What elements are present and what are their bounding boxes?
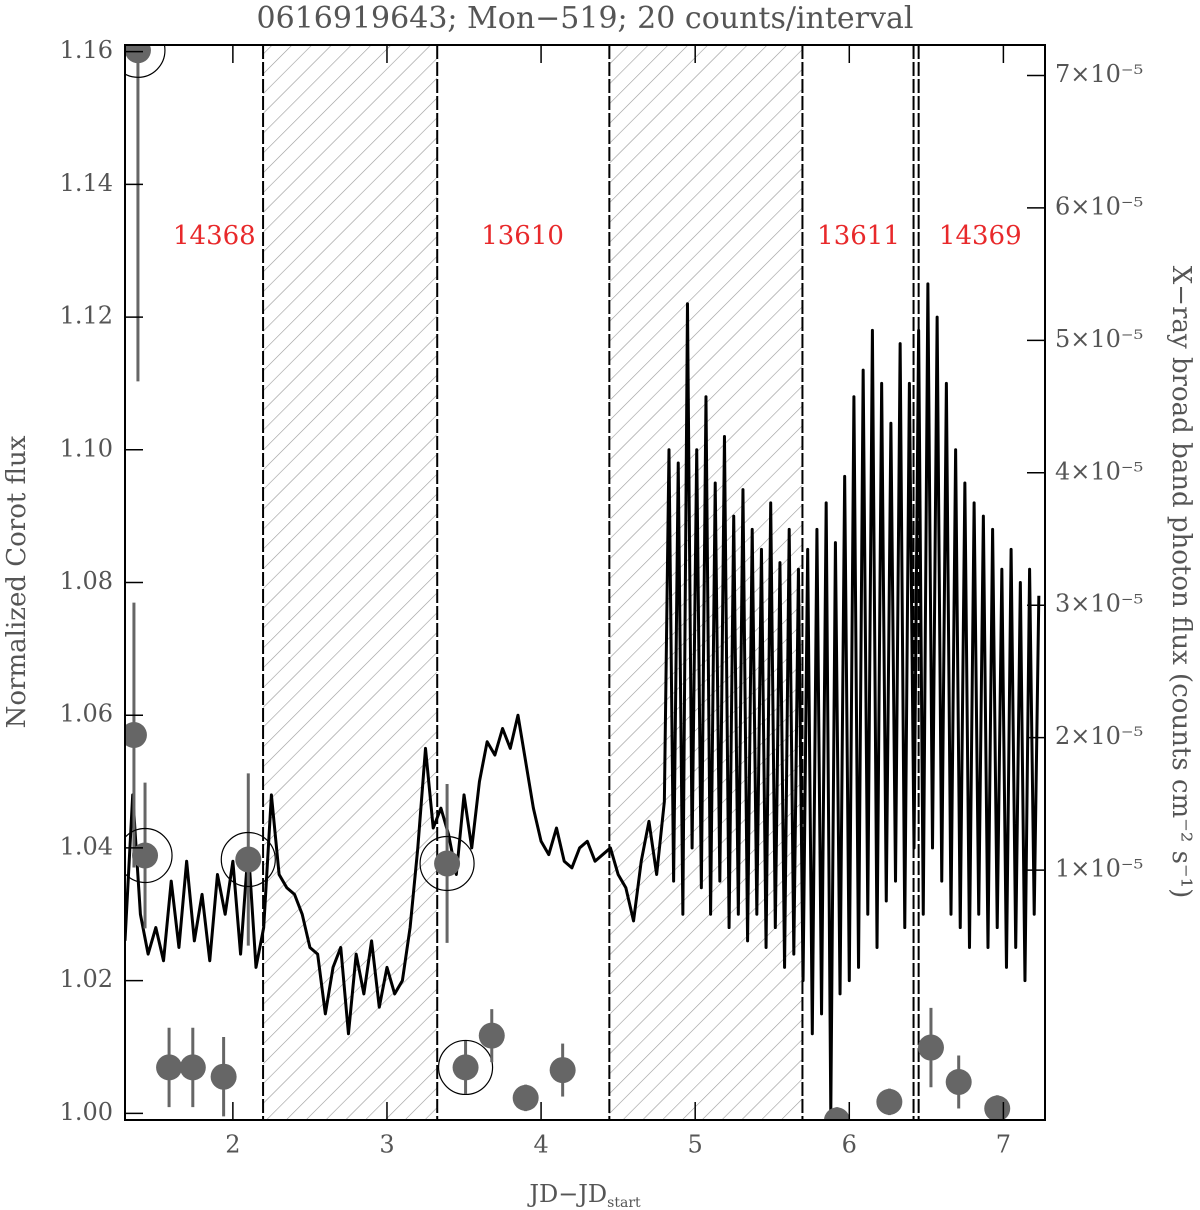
highlight-circle (220, 831, 276, 888)
x-tick-label: 7 (996, 1131, 1011, 1159)
y-tick-label: 1.14 (60, 169, 113, 197)
highlight-circle (125, 45, 166, 78)
xray-point (876, 1088, 903, 1115)
xray-point (125, 722, 147, 748)
y-axis-label: Normalized Corot flux (2, 435, 32, 728)
y2-tick-label: 6×10⁻⁵ (1055, 192, 1143, 220)
x-axis-label-main: JD−JD (526, 1180, 607, 1208)
y-tick-label: 1.04 (60, 832, 113, 860)
y2-axis-label: X−ray broad band photon flux (counts cm⁻… (1166, 266, 1196, 898)
y-tick-label: 1.06 (60, 700, 113, 728)
xray-point (917, 1034, 944, 1061)
xray-point (179, 1054, 206, 1081)
y-tick-label: 1.02 (60, 965, 113, 993)
xray-point (235, 846, 262, 873)
y2-tick-label: 4×10⁻⁵ (1055, 457, 1143, 485)
xray-point (512, 1084, 539, 1111)
xray-point (945, 1068, 972, 1095)
y-tick-label: 1.12 (60, 302, 113, 330)
xray-point (210, 1063, 237, 1090)
xray-point (434, 850, 461, 877)
xray-point (478, 1022, 505, 1049)
xray-point (452, 1054, 479, 1081)
observation-id: 13610 (481, 221, 564, 251)
x-tick-label: 2 (225, 1131, 240, 1159)
flux-line (125, 282, 1041, 1115)
hatched-region (263, 45, 438, 1120)
y-tick-label: 1.08 (60, 567, 113, 595)
highlight-circle (125, 827, 173, 884)
x-tick-label: 4 (533, 1131, 548, 1159)
y2-tick-label: 3×10⁻⁵ (1055, 590, 1143, 618)
observation-id: 14368 (173, 221, 256, 251)
observation-id: 13611 (817, 221, 900, 251)
y-tick-label: 1.16 (60, 36, 113, 64)
highlight-circle (419, 835, 475, 892)
xray-point (823, 1107, 850, 1120)
chart-title: 0616919643; Mon−519; 20 counts/interval (257, 1, 914, 36)
xray-point (132, 842, 159, 869)
y-tick-label: 1.00 (60, 1098, 113, 1126)
xray-point (156, 1054, 183, 1081)
xray-point (984, 1095, 1011, 1120)
observation-id: 14369 (939, 221, 1022, 251)
y-tick-label: 1.10 (60, 434, 113, 462)
xray-point (125, 45, 151, 64)
x-tick-label: 3 (379, 1131, 394, 1159)
y2-tick-label: 5×10⁻⁵ (1055, 325, 1143, 353)
y2-tick-label: 7×10⁻⁵ (1055, 60, 1143, 88)
hatched-region (609, 45, 803, 1120)
highlight-circle (437, 1039, 494, 1096)
y2-tick-label: 1×10⁻⁵ (1055, 855, 1143, 883)
x-axis-label: JD−JDstart (526, 1180, 641, 1210)
x-tick-label: 5 (688, 1131, 703, 1159)
x-axis-label-sub: start (607, 1195, 641, 1210)
xray-point (549, 1057, 576, 1084)
y2-tick-label: 2×10⁻⁵ (1055, 722, 1143, 750)
x-tick-label: 6 (842, 1131, 857, 1159)
